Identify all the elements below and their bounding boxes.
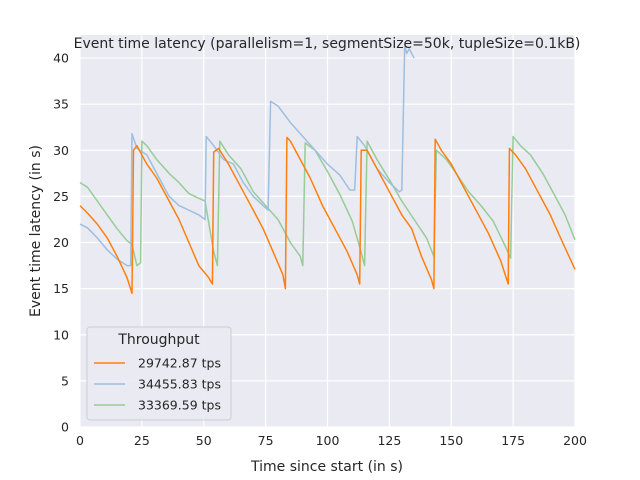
y-tick-label: 40 (53, 51, 69, 66)
tick-labels: 0 25 50 75 100 125 150 175 200 0 5 10 15 20 25 30 35 40 (53, 51, 587, 448)
y-tick-label: 30 (53, 143, 69, 158)
legend-label-1: 29742.87 tps (138, 356, 221, 371)
y-tick-label: 0 (61, 420, 69, 435)
legend-label-3: 33369.59 tps (138, 398, 221, 413)
x-tick-label: 50 (196, 433, 212, 448)
legend-items: 29742.87 tps 34455.83 tps 33369.59 tps (94, 356, 221, 413)
grid-lines (79, 35, 576, 428)
x-tick-label: 25 (134, 433, 150, 448)
legend-label-2: 34455.83 tps (138, 377, 221, 392)
y-tick-label: 35 (53, 97, 69, 112)
x-tick-label: 175 (501, 433, 525, 448)
y-tick-label: 20 (53, 235, 69, 250)
y-tick-label: 5 (61, 373, 69, 388)
y-tick-label: 10 (53, 327, 69, 342)
x-axis-title: Time since start (in s) (250, 459, 403, 475)
y-tick-label: 15 (53, 281, 69, 296)
legend: Throughput 29742.87 tps 34455.83 tps 33369… (86, 326, 232, 421)
x-tick-label: 100 (316, 433, 340, 448)
x-tick-label: 75 (258, 433, 274, 448)
x-tick-label: 125 (377, 433, 401, 448)
series-line-3 (79, 135, 576, 267)
y-axis-title: Event time latency (in s) (28, 145, 44, 317)
y-tick-label: 25 (53, 189, 69, 204)
x-tick-label: 0 (76, 433, 84, 448)
chart-title: Event time latency (parallelism=1, segme… (74, 36, 581, 52)
x-tick-label: 200 (563, 433, 587, 448)
x-tick-label: 150 (439, 433, 463, 448)
legend-box (86, 326, 232, 421)
series-line-1 (79, 136, 576, 295)
series-lines (79, 45, 576, 295)
legend-title: Throughput (117, 332, 200, 348)
